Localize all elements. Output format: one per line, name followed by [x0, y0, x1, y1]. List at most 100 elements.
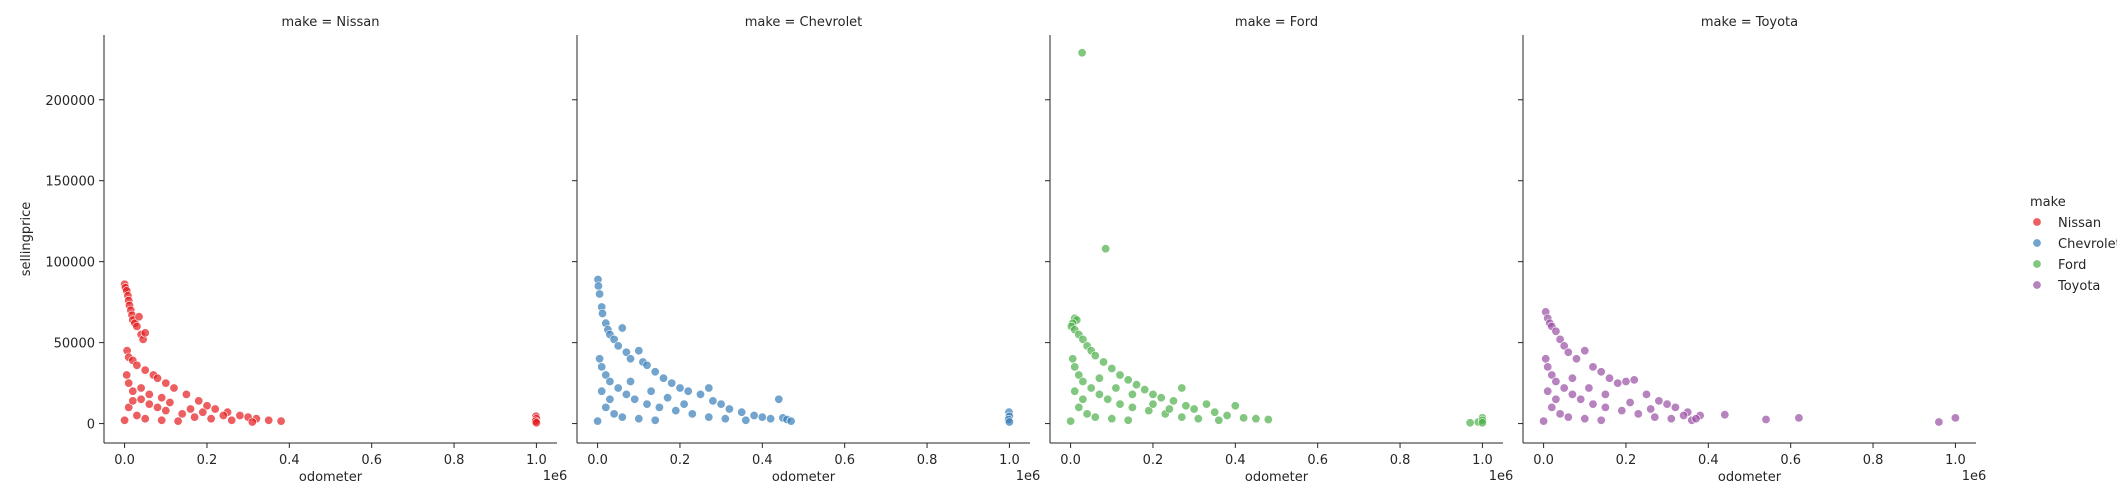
- data-point-nissan-43: [206, 414, 216, 424]
- data-point-chevrolet-56: [625, 376, 635, 386]
- y-tick-label-1: 50000: [54, 337, 95, 352]
- data-point-ford-13: [1107, 363, 1117, 373]
- data-point-ford-52: [1078, 394, 1088, 404]
- x-tick-label-0-5: 1.0: [526, 453, 547, 468]
- data-point-ford-12: [1099, 357, 1109, 367]
- data-point-nissan-14: [140, 328, 150, 338]
- x-tick-label-0-3: 0.6: [361, 453, 382, 468]
- data-point-ford-24: [1202, 399, 1212, 409]
- x-tick-label-3-5: 1.0: [1945, 453, 1966, 468]
- data-point-chevrolet-25: [724, 404, 734, 414]
- data-point-nissan-29: [235, 410, 245, 420]
- data-point-nissan-45: [247, 417, 257, 427]
- data-point-chevrolet-11: [621, 347, 631, 357]
- data-point-ford-21: [1177, 383, 1187, 393]
- data-point-toyota-33: [1576, 394, 1586, 404]
- data-point-chevrolet-44: [687, 409, 697, 419]
- data-point-chevrolet-19: [675, 383, 685, 393]
- data-point-toyota-11: [1596, 367, 1606, 377]
- legend-marker-toyota: [2032, 280, 2042, 290]
- data-point-chevrolet-18: [667, 378, 677, 388]
- data-point-nissan-37: [136, 394, 146, 404]
- data-point-nissan-24: [181, 389, 191, 399]
- x-offset-text-0: 1e6: [543, 469, 568, 484]
- data-point-nissan-47: [140, 414, 150, 424]
- data-point-toyota-24: [1794, 413, 1804, 423]
- data-point-nissan-23: [169, 383, 179, 393]
- data-point-chevrolet-54: [597, 386, 607, 396]
- data-point-ford-58: [1465, 418, 1475, 428]
- data-point-ford-56: [1148, 399, 1158, 409]
- data-point-toyota-15: [1629, 375, 1639, 385]
- data-point-chevrolet-40: [630, 394, 640, 404]
- data-point-chevrolet-38: [613, 383, 623, 393]
- data-point-toyota-28: [1543, 362, 1553, 372]
- data-point-chevrolet-47: [741, 415, 751, 425]
- data-point-chevrolet-2: [595, 289, 605, 299]
- data-point-chevrolet-10: [617, 323, 627, 333]
- x-tick-label-3-2: 0.4: [1698, 453, 1719, 468]
- data-point-nissan-21: [153, 373, 163, 383]
- data-point-toyota-6: [1559, 341, 1569, 351]
- x-tick-label-0-4: 0.8: [444, 453, 465, 468]
- data-point-ford-51: [1070, 386, 1080, 396]
- data-point-nissan-56: [165, 397, 175, 407]
- data-point-toyota-35: [1600, 402, 1610, 412]
- data-point-ford-49: [1123, 415, 1133, 425]
- data-point-chevrolet-24: [716, 399, 726, 409]
- data-point-nissan-22: [161, 378, 171, 388]
- data-point-chevrolet-39: [621, 389, 631, 399]
- data-point-nissan-50: [120, 415, 130, 425]
- x-tick-label-2-3: 0.6: [1307, 453, 1328, 468]
- data-point-toyota-54: [1679, 410, 1689, 420]
- data-point-nissan-19: [140, 365, 150, 375]
- data-point-toyota-44: [1580, 414, 1590, 424]
- y-tick-label-0: 0: [87, 418, 95, 433]
- x-axis-label-0: odometer: [299, 470, 363, 485]
- data-point-chevrolet-17: [658, 373, 668, 383]
- data-point-toyota-22: [1720, 410, 1730, 420]
- data-point-toyota-41: [1547, 402, 1557, 412]
- data-point-ford-15: [1123, 375, 1133, 385]
- facet-title-3: make = Toyota: [1701, 15, 1798, 30]
- data-point-ford-11: [1090, 351, 1100, 361]
- x-tick-label-0-0: 0.0: [114, 453, 135, 468]
- facet-title-0: make = Nissan: [282, 15, 380, 30]
- data-point-ford-1: [1101, 244, 1111, 254]
- x-tick-label-1-4: 0.8: [917, 453, 938, 468]
- x-tick-label-2-0: 0.0: [1060, 453, 1081, 468]
- data-point-nissan-33: [276, 416, 286, 426]
- data-point-toyota-30: [1551, 376, 1561, 386]
- data-point-chevrolet-33: [786, 416, 796, 426]
- data-point-toyota-37: [1633, 409, 1643, 419]
- legend-label-ford: Ford: [2058, 258, 2086, 273]
- data-point-chevrolet-13: [634, 346, 644, 356]
- legend-marker-nissan: [2032, 217, 2042, 227]
- data-point-chevrolet-53: [593, 416, 603, 426]
- y-tick-label-4: 200000: [45, 94, 95, 109]
- data-point-ford-23: [1189, 404, 1199, 414]
- data-point-nissan-11: [134, 312, 144, 322]
- x-axis-label-3: odometer: [1718, 470, 1782, 485]
- data-point-toyota-43: [1563, 412, 1573, 422]
- x-tick-label-0-1: 0.2: [197, 453, 218, 468]
- data-point-toyota-17: [1654, 396, 1664, 406]
- data-point-ford-30: [1263, 414, 1273, 424]
- data-point-nissan-10: [132, 321, 142, 331]
- data-point-toyota-16: [1642, 389, 1652, 399]
- legend-label-chevrolet: Chevrolet: [2058, 237, 2117, 252]
- x-tick-label-0-2: 0.4: [279, 453, 300, 468]
- data-point-nissan-54: [144, 389, 154, 399]
- data-point-chevrolet-48: [601, 402, 611, 412]
- data-point-toyota-39: [1666, 414, 1676, 424]
- data-point-chevrolet-8: [609, 334, 619, 344]
- x-offset-text-1: 1e6: [1016, 469, 1041, 484]
- data-point-chevrolet-42: [654, 402, 664, 412]
- data-point-chevrolet-22: [704, 383, 714, 393]
- data-point-chevrolet-51: [634, 414, 644, 424]
- data-point-chevrolet-63: [1004, 417, 1014, 427]
- data-point-ford-34: [1078, 376, 1088, 386]
- data-point-toyota-36: [1617, 406, 1627, 416]
- data-point-toyota-38: [1650, 412, 1660, 422]
